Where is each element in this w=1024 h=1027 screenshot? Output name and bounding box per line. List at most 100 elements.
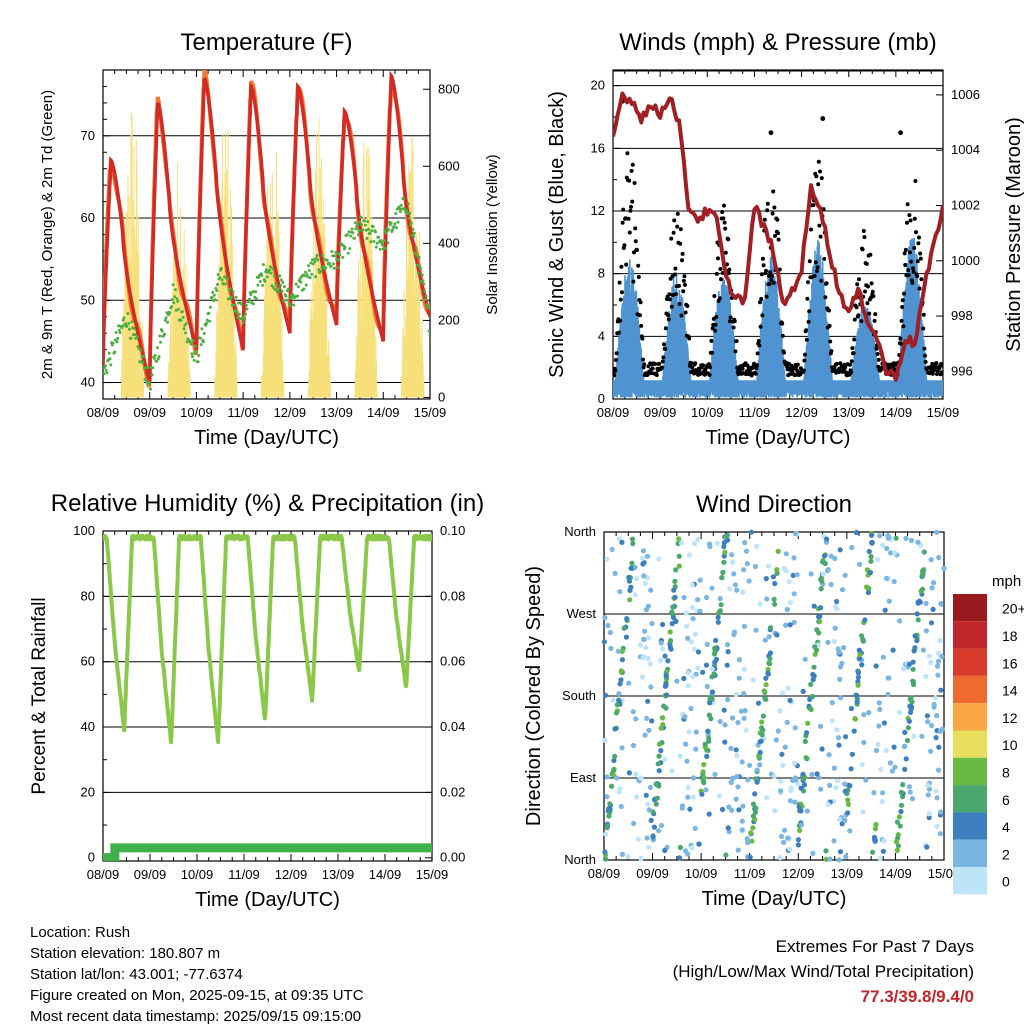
direction-point [693,729,700,735]
direction-point [658,748,664,754]
direction-point [762,637,768,643]
direction-point [728,779,734,786]
direction-point [692,541,698,547]
direction-point [861,712,867,718]
direction-point [723,852,729,858]
direction-point [713,656,720,663]
direction-point [877,855,883,862]
direction-point [754,779,760,785]
extremes-box: Extremes For Past 7 Days (High/Low/Max W… [673,934,974,1009]
direction-point [888,550,894,556]
direction-point [829,718,835,724]
wind-direction-panel: 08/09 09/09 10/09 11/09 12/09 13/09 14/09 15/09… [523,491,960,910]
x-tick-label: 13/09 [831,866,864,881]
direction-point [770,574,777,580]
direction-point [659,646,666,652]
direction-point [686,552,693,558]
direction-point [614,775,620,781]
y-tick-label: 60 [81,210,95,225]
direction-point [767,661,773,667]
direction-point [635,836,641,842]
direction-point [604,774,610,780]
direction-point [764,795,770,801]
direction-point [855,682,861,688]
direction-point [685,635,691,641]
legend-label: 10 [1002,737,1018,753]
direction-point [795,781,801,787]
direction-point [834,598,840,605]
direction-point [772,601,778,607]
direction-point [750,813,756,819]
x-tick-label: 15/09 [928,866,961,881]
legend-swatch [953,675,987,704]
direction-point [735,719,741,726]
direction-point [915,617,921,623]
direction-point [731,571,737,577]
direction-point [906,661,913,667]
x-tick-label: 15/09 [414,405,447,420]
direction-point [717,595,723,602]
direction-point [638,775,644,781]
direction-point [640,654,646,661]
direction-point [649,718,655,724]
direction-point [911,648,917,654]
direction-point [686,729,692,735]
direction-point [732,582,739,588]
direction-point [841,645,847,651]
direction-point [695,665,701,671]
direction-point [629,536,636,542]
direction-point [941,565,947,572]
direction-point [672,594,678,601]
direction-point [811,673,817,679]
direction-point [755,700,762,706]
direction-point [766,634,772,640]
direction-point [869,540,875,546]
speed-legend: mph 20+ 18 16 14 12 10 8 6 4 2 0 [953,573,1024,895]
direction-point [617,589,623,595]
direction-point [656,753,662,759]
recent-text: Most recent data timestamp: 2025/09/15 0… [30,1008,362,1025]
direction-point [871,790,877,796]
direction-point [797,827,803,834]
direction-point [697,608,703,614]
legend-swatch [953,594,987,622]
created-text: Figure created on Mon, 2025-09-15, at 09… [30,987,364,1004]
direction-point [650,834,656,840]
direction-point [655,761,661,767]
direction-point [868,558,874,564]
direction-point [692,646,698,652]
direction-point [734,587,740,593]
direction-point [891,579,897,585]
direction-point [609,546,615,553]
direction-point [767,650,774,656]
direction-point [753,627,759,633]
direction-point [744,836,750,842]
y2-axis-label: Solar Insolation (Yellow) [484,154,501,314]
direction-point [907,696,913,702]
direction-point [812,644,818,650]
y-tick-label: 40 [81,719,95,734]
direction-point [812,651,818,657]
direction-point [681,594,687,601]
legend-label: 4 [1002,819,1010,835]
direction-point [630,541,636,547]
direction-point [825,801,831,808]
direction-point [700,669,706,675]
direction-point [807,705,813,711]
direction-point [827,782,833,789]
direction-point [814,771,820,777]
direction-point [741,715,747,721]
direction-point [645,603,652,609]
direction-point [829,700,835,706]
direction-point [663,681,669,687]
direction-point [740,589,746,595]
direction-point [910,666,916,672]
direction-point [612,726,618,732]
direction-point [823,848,829,854]
direction-point [638,856,644,862]
direction-point [931,701,937,708]
direction-point [818,586,824,592]
chart-title: Relative Humidity (%) & Precipitation (i… [51,490,484,517]
direction-point [880,790,886,796]
legend-label: 8 [1002,764,1010,780]
